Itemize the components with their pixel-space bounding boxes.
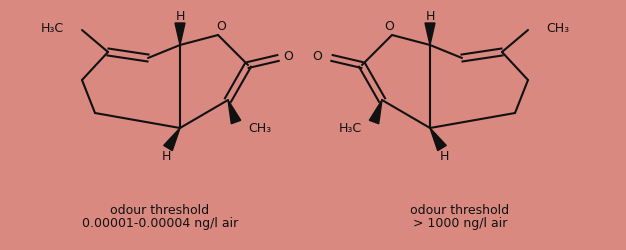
Text: H₃C: H₃C xyxy=(339,122,362,134)
Text: CH₃: CH₃ xyxy=(248,122,271,134)
Text: H: H xyxy=(162,150,171,162)
Polygon shape xyxy=(430,128,446,150)
Text: H: H xyxy=(175,10,185,24)
Text: odour threshold: odour threshold xyxy=(110,204,210,216)
Text: 0.00001-0.00004 ng/l air: 0.00001-0.00004 ng/l air xyxy=(82,218,238,230)
Polygon shape xyxy=(228,100,241,124)
Polygon shape xyxy=(175,23,185,45)
Text: H: H xyxy=(425,10,434,24)
Polygon shape xyxy=(164,128,180,150)
Text: CH₃: CH₃ xyxy=(546,22,569,35)
Text: O: O xyxy=(216,20,226,34)
Text: O: O xyxy=(312,50,322,62)
Polygon shape xyxy=(425,23,435,45)
Text: odour threshold: odour threshold xyxy=(411,204,510,216)
Polygon shape xyxy=(369,100,382,124)
Text: H: H xyxy=(439,150,449,162)
Text: H₃C: H₃C xyxy=(41,22,64,35)
Text: O: O xyxy=(384,20,394,34)
Text: O: O xyxy=(283,50,293,62)
Text: > 1000 ng/l air: > 1000 ng/l air xyxy=(413,218,507,230)
